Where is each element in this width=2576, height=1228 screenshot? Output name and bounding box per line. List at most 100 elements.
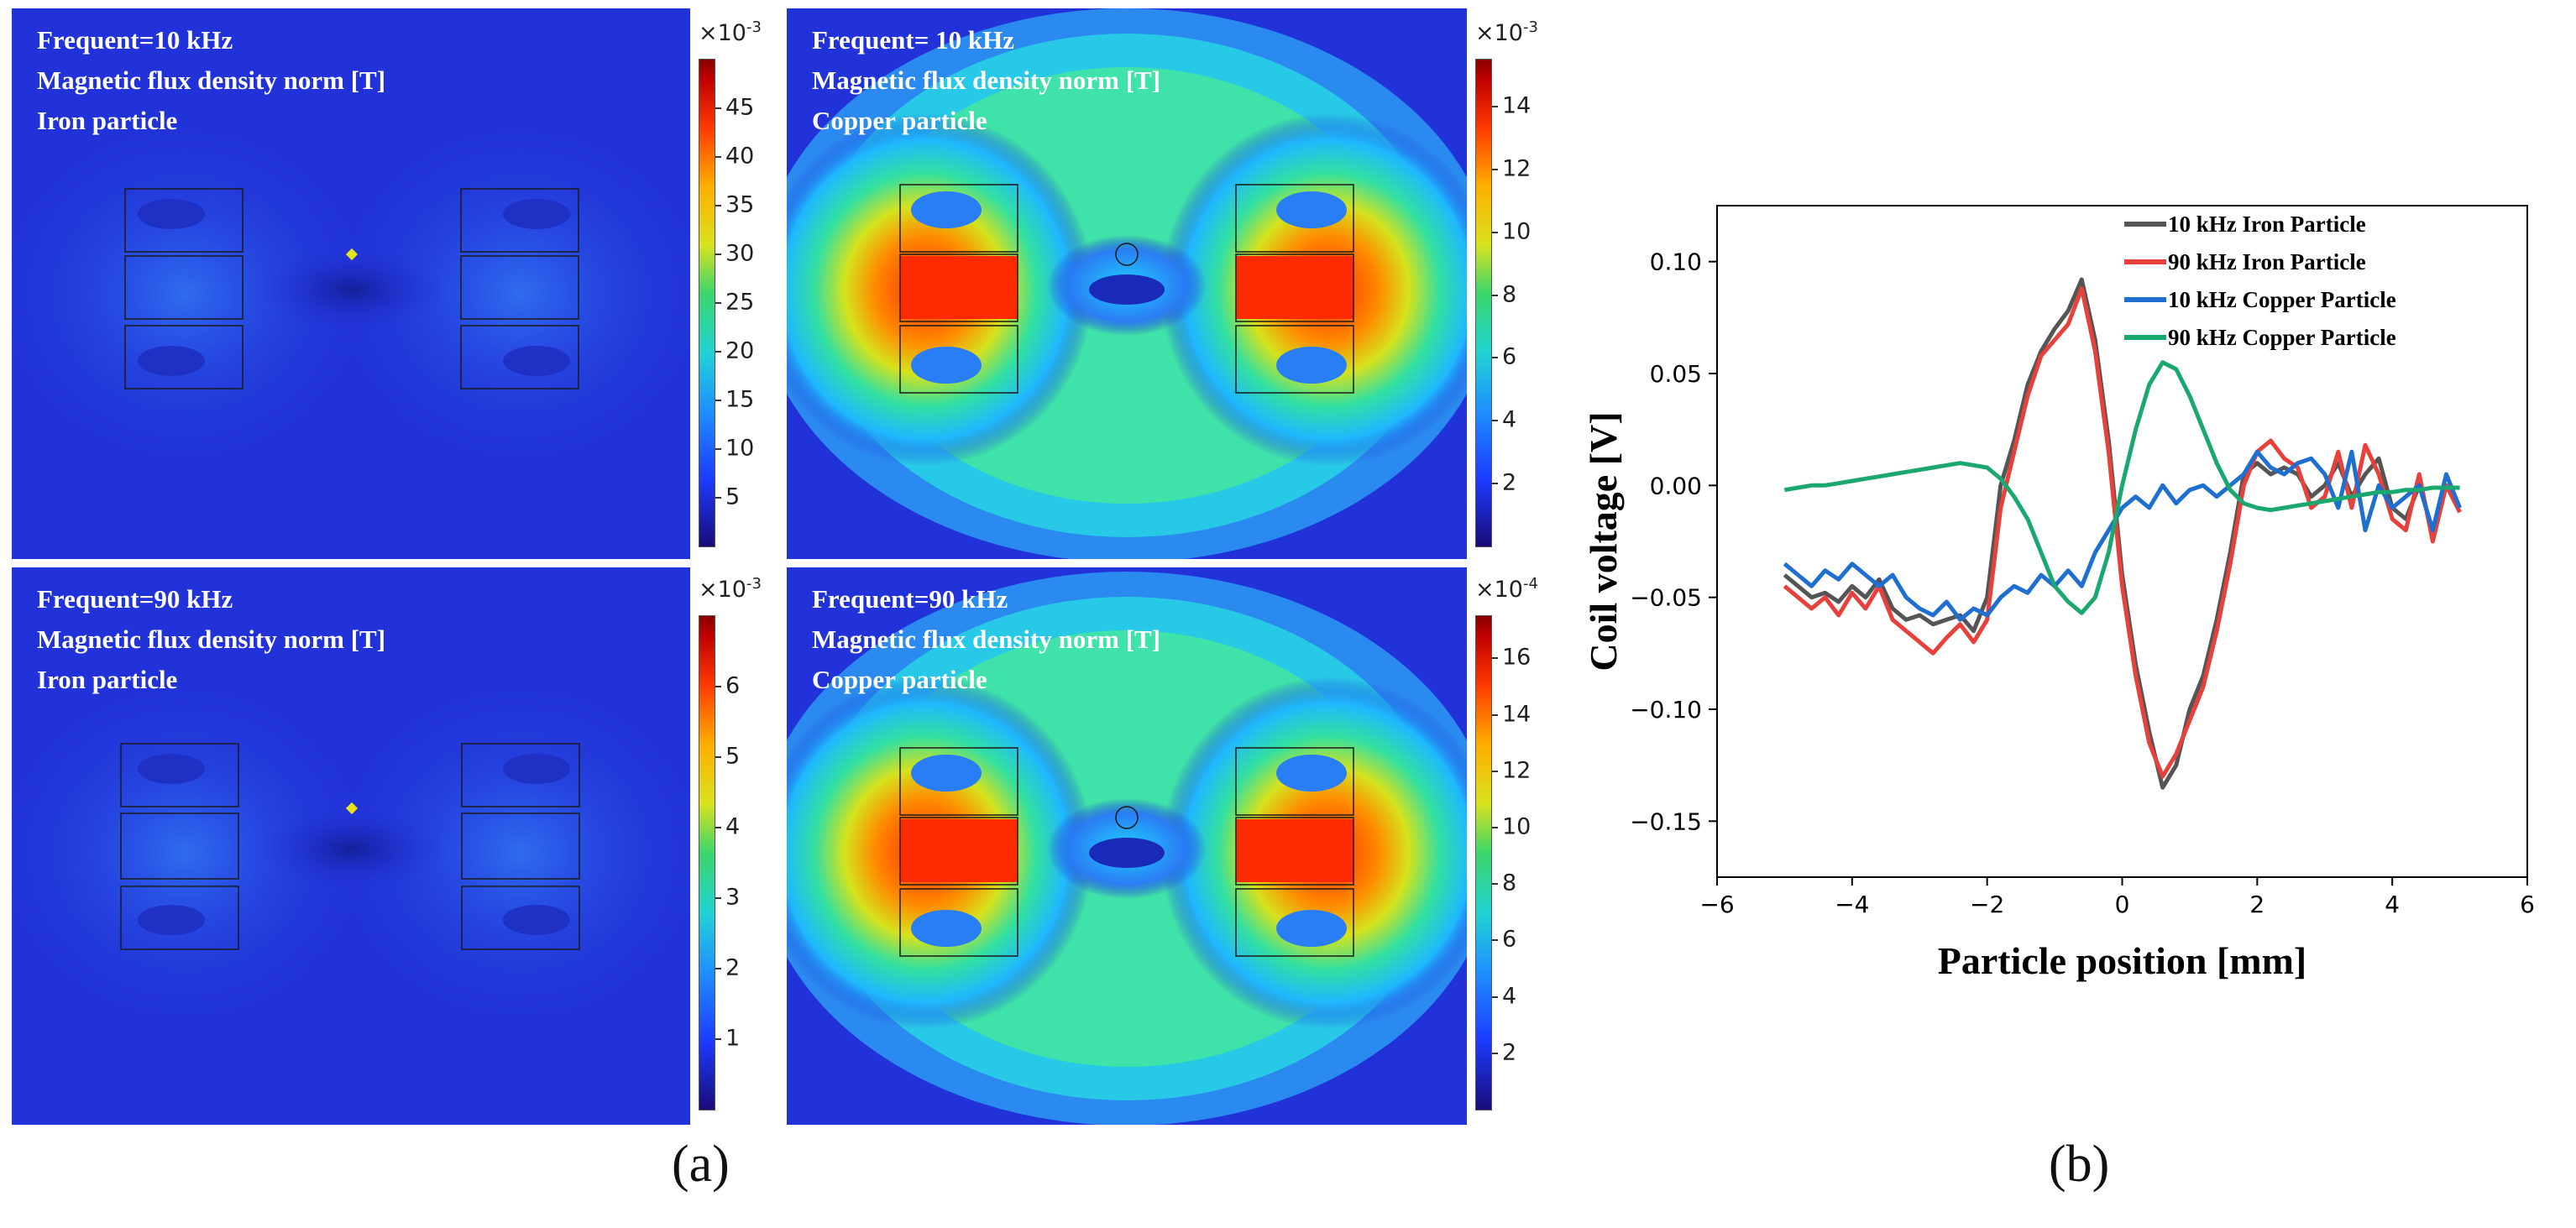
colorbar-tick [1492, 483, 1498, 485]
field-map-90khz-iron-image [12, 677, 690, 1029]
colorbar-tick [1492, 231, 1498, 233]
frequency-label: Frequent=90 kHz [37, 584, 233, 614]
colorbar-gradient [1475, 615, 1492, 1110]
frequency-label: Frequent=90 kHz [812, 584, 1008, 614]
y-tick-label: −0.15 [1630, 807, 1702, 835]
colorbar-tick [715, 205, 721, 206]
colorbar-tick-label: 45 [725, 94, 755, 121]
x-tick-label: −2 [1970, 891, 2004, 918]
colorbar-tick [1492, 713, 1498, 716]
colorbar-tick [715, 756, 721, 758]
panel-title: Frequent=90 kHz Magnetic flux density no… [37, 579, 385, 700]
y-tick-label: −0.10 [1630, 696, 1702, 724]
panel-title: Frequent=10 kHz Magnetic flux density no… [37, 20, 385, 141]
particle-label: Copper particle [812, 665, 987, 694]
colorbar-scale-label: ×10-4 [1475, 575, 1538, 603]
colorbar-tick-label: 5 [725, 483, 741, 510]
plot-frame [1716, 205, 2528, 878]
quantity-label: Magnetic flux density norm [T] [812, 624, 1161, 654]
quantity-label: Magnetic flux density norm [T] [812, 65, 1161, 95]
colorbar-tick-label: 5 [725, 743, 741, 770]
colorbar-tick-label: 8 [1502, 870, 1517, 896]
colorbar-tick-label: 30 [725, 240, 755, 267]
x-tick-label: 4 [2385, 891, 2400, 918]
colorbar-tick-label: 6 [1502, 343, 1517, 370]
y-axis-label: Coil voltage [V] [1582, 411, 1625, 671]
colorbar-tick [1492, 995, 1498, 998]
colorbar-tick [715, 897, 721, 899]
quantity-label: Magnetic flux density norm [T] [37, 624, 386, 654]
colorbar-tick [715, 448, 721, 450]
colorbar-tick [715, 686, 721, 687]
colorbar-tick-label: 6 [1502, 926, 1517, 953]
y-tick-label: 0.00 [1650, 472, 1702, 499]
colorbar-10khz-iron: ×10-3 5 10 15 20 25 30 35 40 45 [699, 18, 799, 547]
colorbar-tick-label: 8 [1502, 281, 1517, 308]
colorbar-tick [715, 1038, 721, 1040]
series-line [1783, 360, 2460, 615]
legend-label: 10 kHz Iron Particle [2168, 212, 2366, 237]
x-axis-label: Particle position [mm] [1938, 939, 2306, 982]
colorbar-gradient [699, 59, 715, 547]
panel-title: Frequent= 10 kHz Magnetic flux density n… [812, 20, 1160, 141]
colorbar-gradient [699, 615, 715, 1110]
colorbar-tick-label: 1 [725, 1025, 741, 1052]
colorbar-tick-label: 6 [725, 672, 741, 699]
particle-label: Iron particle [37, 106, 178, 135]
colorbar-tick-label: 4 [1502, 983, 1517, 1010]
colorbar-tick [715, 827, 721, 828]
colorbar-tick-label: 12 [1502, 155, 1531, 182]
colorbar-tick [1492, 106, 1498, 108]
colorbar-gradient [1475, 59, 1492, 547]
x-tick-label: 6 [2520, 891, 2535, 918]
colorbar-tick-label: 25 [725, 289, 755, 316]
colorbar-90khz-iron: ×10-3 1 2 3 4 5 6 [699, 575, 799, 1110]
particle-label: Iron particle [37, 665, 178, 694]
colorbar-tick-label: 10 [1502, 218, 1531, 245]
colorbar-tick-label: 4 [725, 813, 741, 840]
field-map-90khz-iron: Frequent=90 kHz Magnetic flux density no… [12, 567, 690, 1125]
colorbar-scale-label: ×10-3 [1475, 18, 1538, 46]
field-map-10khz-iron: Frequent=10 kHz Magnetic flux density no… [12, 8, 690, 559]
colorbar-tick-label: 4 [1502, 406, 1517, 433]
colorbar-tick [715, 497, 721, 499]
x-tick-label: 2 [2249, 891, 2264, 918]
y-tick-label: 0.05 [1650, 360, 1702, 388]
frequency-label: Frequent=10 kHz [37, 25, 233, 55]
colorbar-tick [1492, 294, 1498, 296]
voltage-chart: −6 −4 −2 0 2 4 6 −0.15 −0.10 −0.05 0.00 0.05 0.10 Par… [1582, 205, 2535, 982]
colorbar-tick-label: 2 [725, 954, 741, 981]
x-tick-label: −4 [1835, 891, 1869, 918]
colorbar-tick-label: 35 [725, 191, 755, 218]
colorbar-tick [715, 253, 721, 255]
subfigure-label-b: (b) [2049, 1136, 2110, 1193]
frequency-label: Frequent= 10 kHz [812, 25, 1014, 55]
series-line [1783, 277, 2462, 790]
colorbar-tick [1492, 770, 1498, 772]
colorbar-tick-label: 14 [1502, 701, 1531, 728]
colorbar-scale-label: ×10-3 [699, 575, 762, 603]
colorbar-tick-label: 20 [725, 337, 755, 364]
colorbar-tick-label: 2 [1502, 1039, 1517, 1066]
colorbar-tick-label: 16 [1502, 644, 1531, 671]
colorbar-tick [715, 351, 721, 353]
colorbar-tick [1492, 1052, 1498, 1054]
legend-label: 10 kHz Copper Particle [2168, 287, 2396, 312]
colorbar-tick [1492, 883, 1498, 886]
colorbar-tick [715, 968, 721, 969]
colorbar-scale-label: ×10-3 [699, 18, 762, 46]
x-tick-label: 0 [2115, 891, 2130, 918]
colorbar-10khz-copper: ×10-3 2 4 6 8 10 12 14 [1475, 18, 1576, 547]
field-map-10khz-copper: Frequent= 10 kHz Magnetic flux density n… [787, 8, 1467, 559]
y-tick-label: 0.10 [1650, 248, 1702, 276]
colorbar-90khz-copper: ×10-4 2 4 6 8 10 12 14 16 [1475, 575, 1576, 1110]
colorbar-tick [1492, 357, 1498, 359]
legend-label: 90 kHz Copper Particle [2168, 325, 2396, 350]
quantity-label: Magnetic flux density norm [T] [37, 65, 386, 95]
colorbar-tick [1492, 168, 1498, 170]
series-line [1783, 286, 2462, 779]
colorbar-tick-label: 40 [725, 143, 755, 170]
panel-title: Frequent=90 kHz Magnetic flux density no… [812, 579, 1160, 700]
colorbar-tick-label: 10 [725, 435, 755, 462]
colorbar-tick-label: 15 [725, 386, 755, 413]
